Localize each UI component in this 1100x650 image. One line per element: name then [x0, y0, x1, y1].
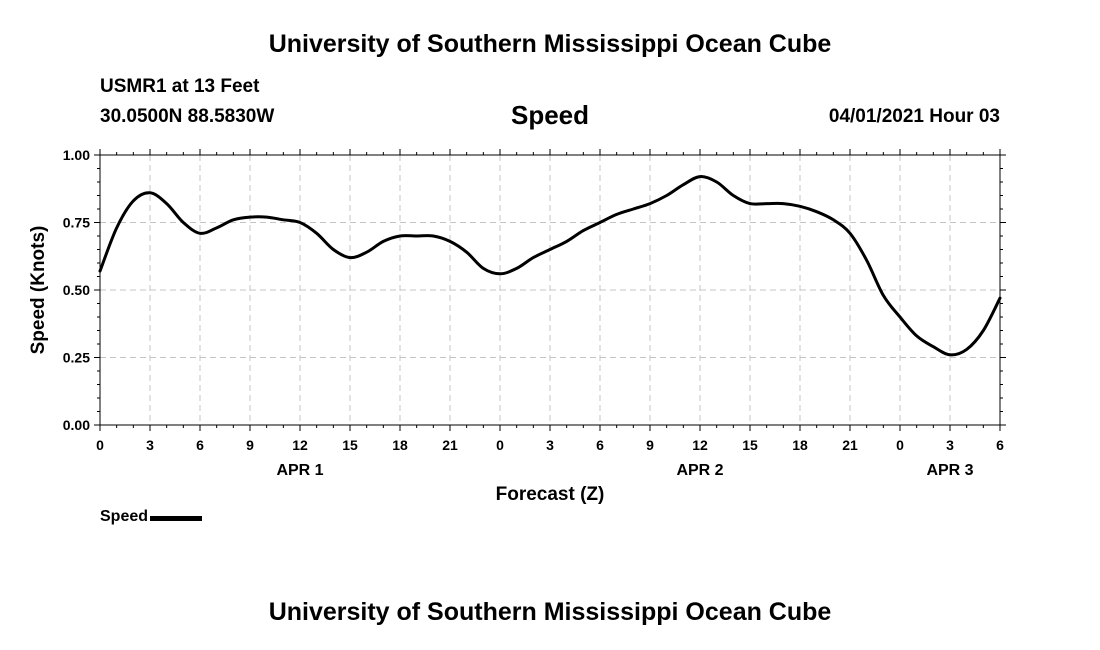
- x-tick-label: 9: [646, 437, 654, 453]
- x-axis-title: Forecast (Z): [496, 484, 605, 505]
- x-tick-label: 21: [842, 437, 858, 453]
- y-tick-label: 0.25: [63, 350, 90, 366]
- x-tick-label: 15: [342, 437, 358, 453]
- legend: Speed: [100, 508, 203, 526]
- station-coordinates: 30.0500N 88.5830W: [100, 106, 275, 127]
- date-label: APR 1: [276, 462, 323, 479]
- date-label: APR 3: [926, 462, 973, 479]
- report-title: University of Southern Mississippi Ocean…: [268, 30, 832, 58]
- x-tick-label: 3: [546, 437, 554, 453]
- y-tick-label: 0.75: [63, 215, 90, 231]
- y-tick-label: 1.00: [63, 147, 90, 163]
- x-tick-label: 6: [596, 437, 604, 453]
- station-label: USMR1 at 13 Feet: [100, 76, 260, 97]
- x-tick-label: 0: [496, 437, 504, 453]
- y-tick-label: 0.00: [63, 417, 90, 433]
- x-tick-label: 21: [442, 437, 458, 453]
- x-tick-label: 3: [146, 437, 154, 453]
- x-tick-label: 6: [196, 437, 204, 453]
- series-line-speed: [98, 175, 1002, 357]
- x-tick-label: 18: [792, 437, 808, 453]
- x-tick-label: 12: [692, 437, 708, 453]
- x-tick-label: 9: [246, 437, 254, 453]
- x-tick-label: 18: [392, 437, 408, 453]
- x-tick-label: 3: [946, 437, 954, 453]
- chart-title: Speed: [510, 100, 590, 130]
- y-axis-title: Speed (Knots): [28, 226, 49, 355]
- x-tick-label: 12: [292, 437, 308, 453]
- x-tick-label: 0: [96, 437, 104, 453]
- legend-line-swatch: [150, 516, 203, 521]
- y-tick-label: 0.50: [63, 282, 90, 298]
- date-label: APR 2: [676, 462, 723, 479]
- footer-title: University of Southern Mississippi Ocean…: [268, 598, 832, 626]
- forecast-datetime: 04/01/2021 Hour 03: [828, 106, 1000, 127]
- x-tick-label: 6: [996, 437, 1004, 453]
- legend-label: Speed: [100, 508, 149, 525]
- x-tick-label: 15: [742, 437, 758, 453]
- x-tick-label: 0: [896, 437, 904, 453]
